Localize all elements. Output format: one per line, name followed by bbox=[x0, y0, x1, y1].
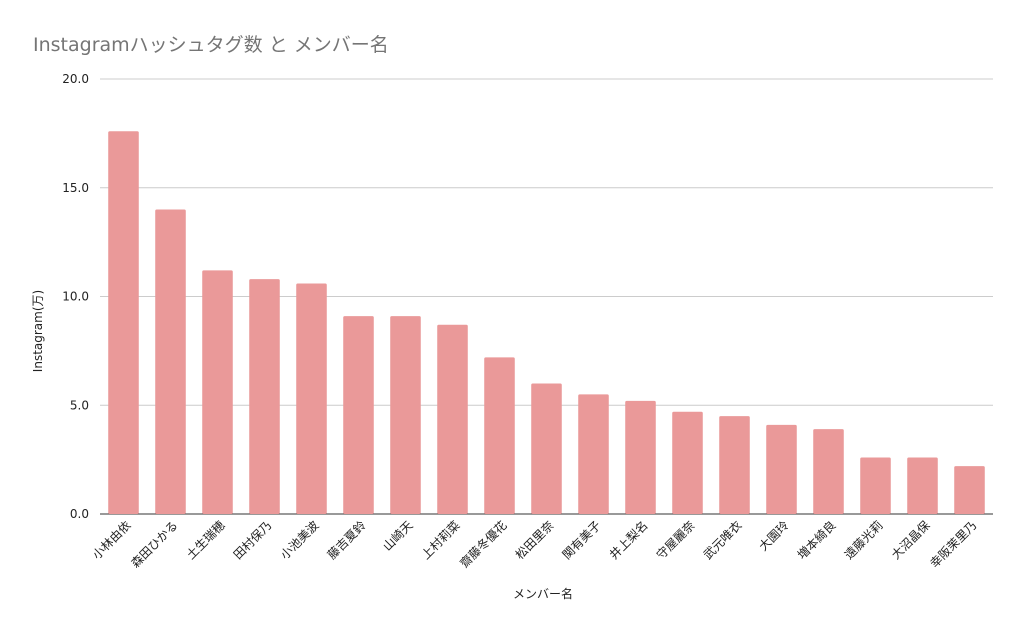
y-tick-label: 15.0 bbox=[62, 181, 89, 195]
x-category-label: 土生瑞穂 bbox=[184, 518, 228, 562]
bar bbox=[202, 270, 233, 514]
bar bbox=[766, 424, 797, 514]
x-category-label: 藤吉夏鈴 bbox=[324, 518, 369, 563]
y-tick-label: 5.0 bbox=[70, 398, 89, 412]
bar bbox=[343, 316, 374, 514]
bar bbox=[672, 411, 703, 514]
bar bbox=[531, 383, 562, 514]
bar bbox=[813, 429, 844, 514]
x-category-label: 大園玲 bbox=[756, 518, 791, 553]
bar bbox=[155, 209, 186, 514]
bar bbox=[249, 279, 280, 514]
x-category-label: 井上梨名 bbox=[606, 518, 651, 563]
bar bbox=[578, 394, 609, 514]
x-category-label: 小池美波 bbox=[278, 518, 322, 562]
bar bbox=[108, 131, 139, 514]
x-category-label: 田村保乃 bbox=[231, 518, 275, 562]
x-category-label: 守屋麗奈 bbox=[654, 518, 698, 562]
y-tick-label: 10.0 bbox=[62, 290, 89, 304]
x-category-label: 武元唯衣 bbox=[700, 518, 745, 563]
y-axis-title: Instagram(万) bbox=[31, 290, 45, 372]
bar bbox=[625, 400, 656, 514]
chart-title: Instagramハッシュタグ数 と メンバー名 bbox=[33, 34, 389, 56]
x-category-label: 森田ひかる bbox=[128, 518, 181, 571]
x-category-label: 増本綺良 bbox=[794, 518, 839, 563]
x-category-label: 幸阪茉里乃 bbox=[927, 518, 979, 570]
axes: Instagram(万) メンバー名 bbox=[31, 290, 573, 601]
x-category-label: 大沼晶保 bbox=[889, 518, 933, 562]
bar bbox=[296, 283, 327, 514]
y-tick-label: 20.0 bbox=[62, 72, 89, 86]
x-category-label: 山崎天 bbox=[380, 518, 415, 553]
bar bbox=[719, 416, 750, 514]
bar bbox=[954, 466, 985, 514]
x-category-label: 遠藤光莉 bbox=[842, 518, 886, 562]
x-category-label: 上村莉菜 bbox=[419, 518, 463, 562]
bar bbox=[390, 316, 421, 514]
bar bbox=[907, 457, 938, 514]
bar bbox=[860, 457, 891, 514]
x-category-label: 松田里奈 bbox=[513, 518, 557, 562]
bar bbox=[437, 324, 468, 514]
x-axis-title: メンバー名 bbox=[513, 586, 573, 601]
x-category-label: 関有美子 bbox=[560, 518, 604, 562]
x-category-label: 小林由依 bbox=[89, 518, 134, 563]
y-tick-label: 0.0 bbox=[70, 507, 89, 521]
x-category-label: 齋藤冬優花 bbox=[457, 518, 510, 571]
bars bbox=[108, 131, 985, 514]
bar bbox=[484, 357, 515, 514]
